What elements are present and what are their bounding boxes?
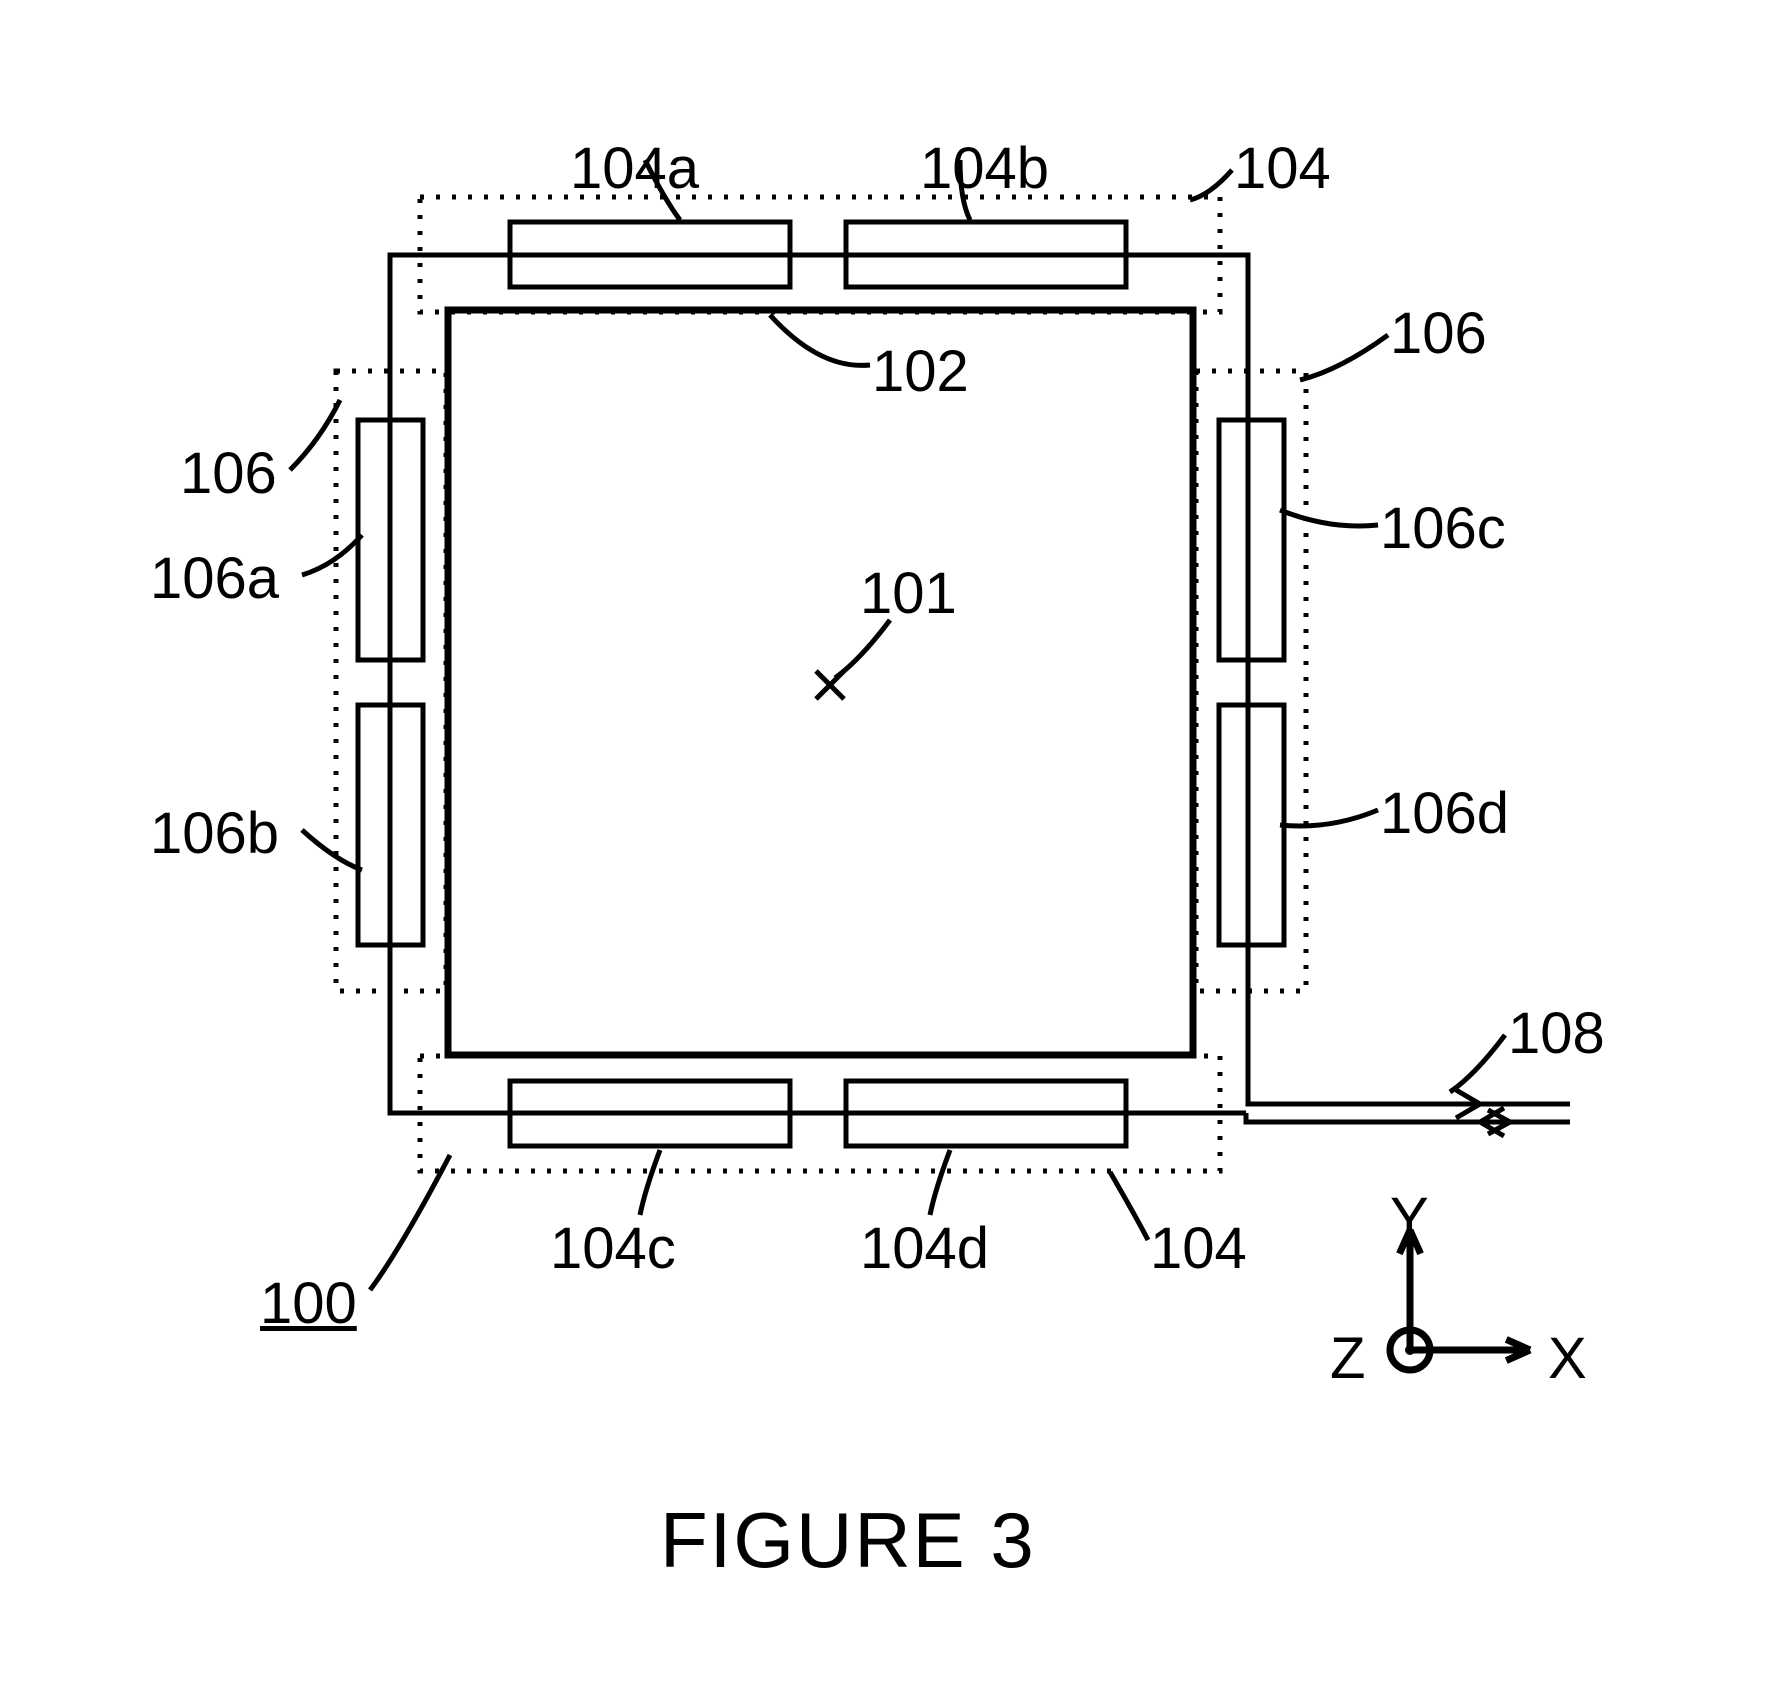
label-104c: 104c [550, 1215, 676, 1282]
label-101: 101 [860, 560, 957, 627]
label-106d: 106d [1380, 780, 1509, 847]
figure-3-diagram: 104a 104b 104 106 106 106a 106b 106c 106… [0, 0, 1770, 1689]
label-100: 100 [260, 1270, 357, 1337]
label-104a: 104a [570, 135, 699, 202]
figure-caption: FIGURE 3 [660, 1495, 1036, 1586]
label-106-right: 106 [1390, 300, 1487, 367]
label-106b: 106b [150, 800, 279, 867]
label-108: 108 [1508, 1000, 1605, 1067]
axis-y-label: Y [1390, 1185, 1429, 1252]
axis-z-label: Z [1330, 1325, 1365, 1392]
label-104-top: 104 [1234, 135, 1331, 202]
axis-x-label: X [1548, 1325, 1587, 1392]
label-106c: 106c [1380, 495, 1506, 562]
label-104d: 104d [860, 1215, 989, 1282]
label-106-left: 106 [180, 440, 277, 507]
label-104-bottom: 104 [1150, 1215, 1247, 1282]
label-106a: 106a [150, 545, 279, 612]
label-104b: 104b [920, 135, 1049, 202]
label-102: 102 [872, 338, 969, 405]
